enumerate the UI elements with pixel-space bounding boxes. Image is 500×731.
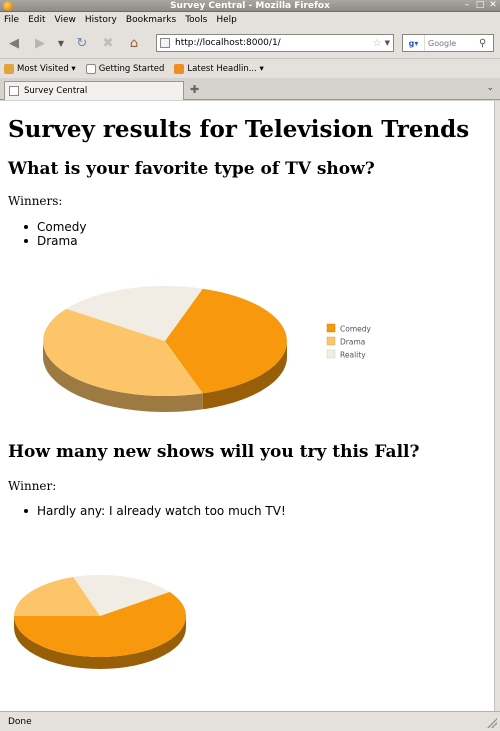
bookmark-label: Getting Started — [98, 63, 165, 74]
rss-icon — [174, 63, 185, 74]
page-favicon-icon — [160, 38, 170, 48]
vertical-scrollbar[interactable] — [494, 101, 500, 711]
tab-list-chevron-down-icon[interactable]: ⌄ — [486, 83, 494, 93]
address-bar[interactable]: http://localhost:8000/1/ ☆ ▼ — [156, 34, 394, 52]
minimize-icon[interactable]: – — [464, 0, 470, 10]
list-item: Drama — [24, 234, 87, 248]
history-dropdown-icon[interactable]: ▼ — [57, 38, 65, 48]
pie-slice-1 — [43, 308, 203, 396]
legend-label-2: Reality — [340, 351, 366, 360]
legend-swatch-0 — [326, 323, 336, 333]
folder-icon — [4, 63, 14, 74]
pie-slice-0 — [14, 591, 186, 657]
legend-label-0: Comedy — [340, 325, 372, 334]
pie-slice-side-1 — [43, 341, 203, 412]
bookmark-getting-started[interactable]: Getting Started — [85, 63, 165, 74]
pie-slice-0 — [165, 288, 287, 394]
url-dropdown-icon[interactable]: ▼ — [384, 39, 390, 47]
question-heading-2: How many new shows will you try this Fal… — [8, 442, 420, 462]
bookmark-star-icon[interactable]: ☆ — [372, 37, 382, 49]
page-content: Survey results for Television Trends Wha… — [0, 101, 494, 711]
legend-label-1: Drama — [340, 338, 365, 347]
tab-survey-central[interactable]: Survey Central — [4, 81, 184, 100]
bookmark-label: Most Visited ▾ — [17, 63, 76, 74]
new-tab-icon[interactable]: ✚ — [190, 83, 200, 96]
tab-bar: Survey Central ✚ ⌄ — [0, 78, 500, 100]
pie-slice-side-0 — [14, 616, 186, 669]
menu-help[interactable]: Help — [216, 15, 237, 25]
firefox-icon — [3, 1, 13, 11]
close-icon[interactable]: ✕ — [489, 0, 497, 10]
menu-edit[interactable]: Edit — [28, 15, 46, 25]
tab-label: Survey Central — [24, 86, 88, 96]
pie-chart-new-shows: Hardly any: I already watch too much TV!… — [13, 574, 186, 669]
pie-chart-favorite-show: Comedy Drama Reality — [43, 286, 372, 412]
winners-label-1: Winners: — [8, 194, 63, 208]
pie-slice-1 — [13, 577, 100, 616]
stop-icon[interactable]: ✖ — [102, 35, 114, 51]
window-controls: – □ ✕ — [462, 0, 498, 11]
menu-tools[interactable]: Tools — [185, 15, 208, 25]
bookmark-label: Latest Headlin... ▾ — [187, 63, 264, 74]
menu-history[interactable]: History — [84, 15, 117, 25]
pie-slice-2 — [73, 574, 170, 616]
menu-file[interactable]: File — [4, 15, 20, 25]
url-text[interactable]: http://localhost:8000/1/ — [175, 38, 281, 48]
list-item: Hardly any: I already watch too much TV! — [24, 504, 286, 518]
tab-favicon-icon — [9, 86, 19, 96]
search-box[interactable]: g▾ ⚲ — [402, 34, 494, 52]
status-bar: Done — [0, 711, 500, 731]
legend-swatch-2 — [326, 349, 336, 359]
search-input[interactable] — [425, 38, 475, 48]
window-title: Survey Central - Mozilla Firefox — [170, 0, 330, 11]
pie-slice-2 — [66, 286, 203, 341]
bookmarks-toolbar: Most Visited ▾ Getting Started Latest He… — [0, 58, 500, 78]
status-text: Done — [8, 716, 32, 727]
search-icon[interactable]: ⚲ — [479, 37, 487, 49]
question-heading-1: What is your favorite type of TV show? — [8, 159, 375, 179]
winners-list-2: Hardly any: I already watch too much TV! — [24, 504, 286, 518]
legend-swatch-1 — [326, 336, 336, 346]
menu-bookmarks[interactable]: Bookmarks — [125, 15, 177, 25]
page-icon — [85, 63, 96, 74]
page-title: Survey results for Television Trends — [8, 116, 470, 143]
winners-label-2: Winner: — [8, 479, 57, 493]
forward-arrow-icon[interactable]: ▶ — [35, 35, 45, 51]
pie-slice-side-0 — [202, 341, 287, 410]
bookmark-most-visited[interactable]: Most Visited ▾ — [4, 63, 76, 74]
winners-list-1: Comedy Drama — [24, 220, 87, 248]
list-item: Comedy — [24, 220, 87, 234]
search-engine-icon[interactable]: g▾ — [403, 35, 425, 51]
back-arrow-icon[interactable]: ◀ — [9, 35, 19, 51]
maximize-icon[interactable]: □ — [475, 0, 485, 10]
bookmark-latest-headlines[interactable]: Latest Headlin... ▾ — [174, 63, 264, 74]
window-titlebar: Survey Central - Mozilla Firefox – □ ✕ — [0, 0, 500, 12]
menu-view[interactable]: View — [54, 15, 76, 25]
navigation-toolbar: ◀ ▶ ▼ ↻ ✖ ⌂ http://localhost:8000/1/ ☆ ▼… — [0, 28, 500, 58]
resize-grip-icon[interactable] — [487, 718, 497, 728]
menu-bar: File Edit View History Bookmarks Tools H… — [0, 12, 500, 28]
home-icon[interactable]: ⌂ — [129, 35, 139, 51]
reload-icon[interactable]: ↻ — [76, 35, 88, 51]
